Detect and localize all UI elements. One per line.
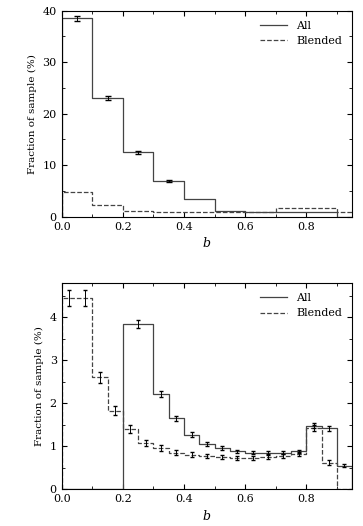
Y-axis label: Fraction of sample (%): Fraction of sample (%) [35, 326, 44, 446]
X-axis label: b: b [203, 510, 211, 523]
X-axis label: b: b [203, 237, 211, 250]
Legend: All, Blended: All, Blended [255, 288, 347, 323]
Legend: All, Blended: All, Blended [255, 16, 347, 50]
Y-axis label: Fraction of sample (%): Fraction of sample (%) [28, 54, 37, 174]
